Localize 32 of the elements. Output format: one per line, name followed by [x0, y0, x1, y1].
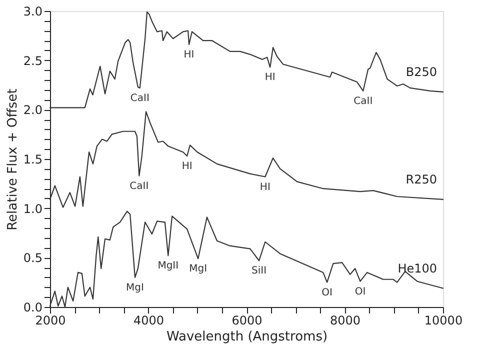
- y-tick-label: 0.0: [23, 300, 42, 314]
- annotation: OI: [354, 286, 366, 298]
- line-series: [49, 11, 444, 108]
- annotation: SiII: [252, 266, 267, 277]
- y-tick-label: 0.5: [23, 251, 42, 266]
- annotation: OI: [322, 287, 332, 298]
- series-label: B250: [406, 64, 437, 79]
- y-tick-label: 1.5: [23, 152, 42, 166]
- x-tick-label: 8000: [330, 314, 361, 328]
- annotation: MgI: [189, 264, 208, 275]
- series-label: He100: [398, 261, 437, 276]
- annotation: HI: [264, 72, 276, 84]
- y-tick-label: 1.0: [23, 202, 42, 216]
- x-tick-label: 2000: [35, 314, 66, 328]
- y-tick-label: 2.0: [23, 103, 42, 118]
- y-tick-label: 2.5: [23, 54, 42, 68]
- x-axis-title: Wavelength (Angstroms): [166, 330, 328, 344]
- x-tick-label: 6000: [232, 314, 262, 328]
- annotation: HI: [184, 50, 194, 61]
- x-tick-label: 10000: [424, 314, 463, 328]
- annotation: MgI: [126, 282, 144, 294]
- x-tick-label: 4000: [133, 314, 164, 328]
- annotation: CaII: [130, 92, 150, 104]
- series-label: R250: [406, 172, 437, 186]
- line-series: [49, 111, 444, 208]
- annotation: MgII: [158, 260, 179, 272]
- y-tick-label: 3.0: [23, 4, 42, 18]
- annotation: CaII: [354, 96, 373, 107]
- annotation: HI: [182, 161, 192, 172]
- y-axis-title: Relative Flux + Offset: [5, 88, 20, 230]
- annotation: HI: [260, 182, 270, 193]
- annotation: CaII: [130, 180, 149, 192]
